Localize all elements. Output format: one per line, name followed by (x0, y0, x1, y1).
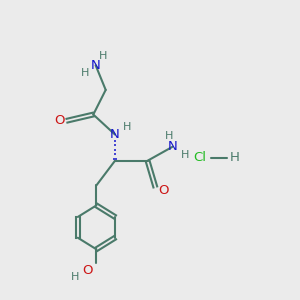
Text: Cl: Cl (194, 151, 207, 164)
Text: O: O (158, 184, 168, 196)
Text: H: H (230, 151, 239, 164)
Text: H: H (99, 51, 108, 61)
Text: N: N (167, 140, 177, 153)
Text: H: H (81, 68, 89, 78)
Text: H: H (165, 131, 173, 141)
Text: H: H (70, 272, 79, 282)
Text: N: N (91, 59, 100, 72)
Text: O: O (82, 264, 92, 277)
Text: H: H (181, 150, 189, 160)
Text: H: H (123, 122, 132, 132)
Text: N: N (110, 128, 120, 141)
Text: O: O (54, 114, 64, 127)
